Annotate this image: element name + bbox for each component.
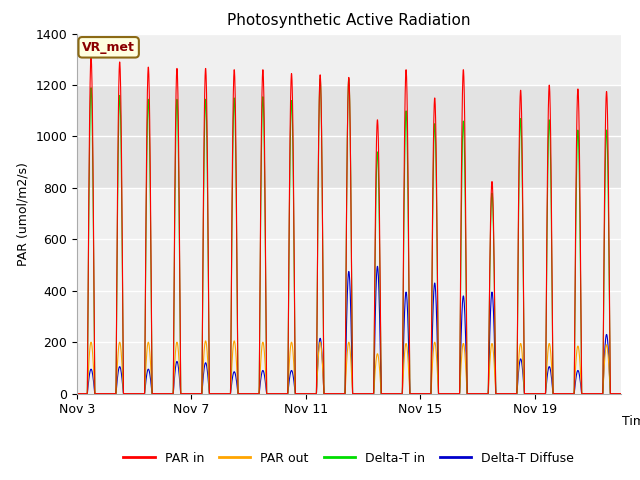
Delta-T Diffuse bbox=[267, 391, 275, 396]
PAR in bbox=[542, 328, 550, 334]
Line: Delta-T Diffuse: Delta-T Diffuse bbox=[77, 266, 621, 394]
PAR in bbox=[563, 391, 570, 396]
PAR in bbox=[389, 391, 397, 396]
Delta-T in bbox=[542, 335, 550, 341]
Delta-T Diffuse bbox=[389, 391, 397, 396]
PAR in bbox=[73, 391, 81, 396]
Y-axis label: PAR (umol/m2/s): PAR (umol/m2/s) bbox=[17, 162, 29, 265]
Line: Delta-T in: Delta-T in bbox=[77, 79, 621, 394]
Delta-T in bbox=[321, 391, 329, 396]
PAR in bbox=[617, 391, 625, 396]
PAR in bbox=[87, 54, 95, 60]
Delta-T in bbox=[389, 391, 397, 396]
Delta-T in bbox=[617, 391, 625, 396]
Delta-T Diffuse bbox=[523, 391, 531, 396]
Text: VR_met: VR_met bbox=[82, 41, 135, 54]
PAR out bbox=[73, 391, 81, 396]
Line: PAR in: PAR in bbox=[77, 57, 621, 394]
Delta-T Diffuse bbox=[374, 264, 381, 269]
Legend: PAR in, PAR out, Delta-T in, Delta-T Diffuse: PAR in, PAR out, Delta-T in, Delta-T Dif… bbox=[118, 447, 579, 469]
PAR in bbox=[523, 391, 531, 396]
PAR out bbox=[563, 391, 570, 396]
PAR out bbox=[389, 391, 397, 396]
Delta-T in bbox=[267, 391, 275, 396]
Delta-T in bbox=[523, 391, 531, 396]
PAR in bbox=[267, 391, 275, 396]
Bar bbox=[77, 85, 621, 188]
Delta-T Diffuse bbox=[321, 391, 328, 396]
PAR out bbox=[542, 381, 550, 386]
Delta-T in bbox=[73, 391, 81, 396]
Line: PAR out: PAR out bbox=[77, 341, 621, 394]
PAR out bbox=[202, 338, 209, 344]
Title: Photosynthetic Active Radiation: Photosynthetic Active Radiation bbox=[227, 13, 470, 28]
Delta-T Diffuse bbox=[542, 385, 550, 391]
PAR out bbox=[523, 391, 531, 396]
X-axis label: Time: Time bbox=[621, 415, 640, 428]
Delta-T in bbox=[316, 76, 324, 82]
PAR in bbox=[321, 391, 329, 396]
PAR out bbox=[617, 391, 625, 396]
Delta-T Diffuse bbox=[73, 391, 81, 396]
PAR out bbox=[321, 391, 329, 396]
Delta-T in bbox=[563, 391, 570, 396]
Delta-T Diffuse bbox=[563, 391, 570, 396]
Delta-T Diffuse bbox=[617, 391, 625, 396]
PAR out bbox=[267, 391, 275, 396]
